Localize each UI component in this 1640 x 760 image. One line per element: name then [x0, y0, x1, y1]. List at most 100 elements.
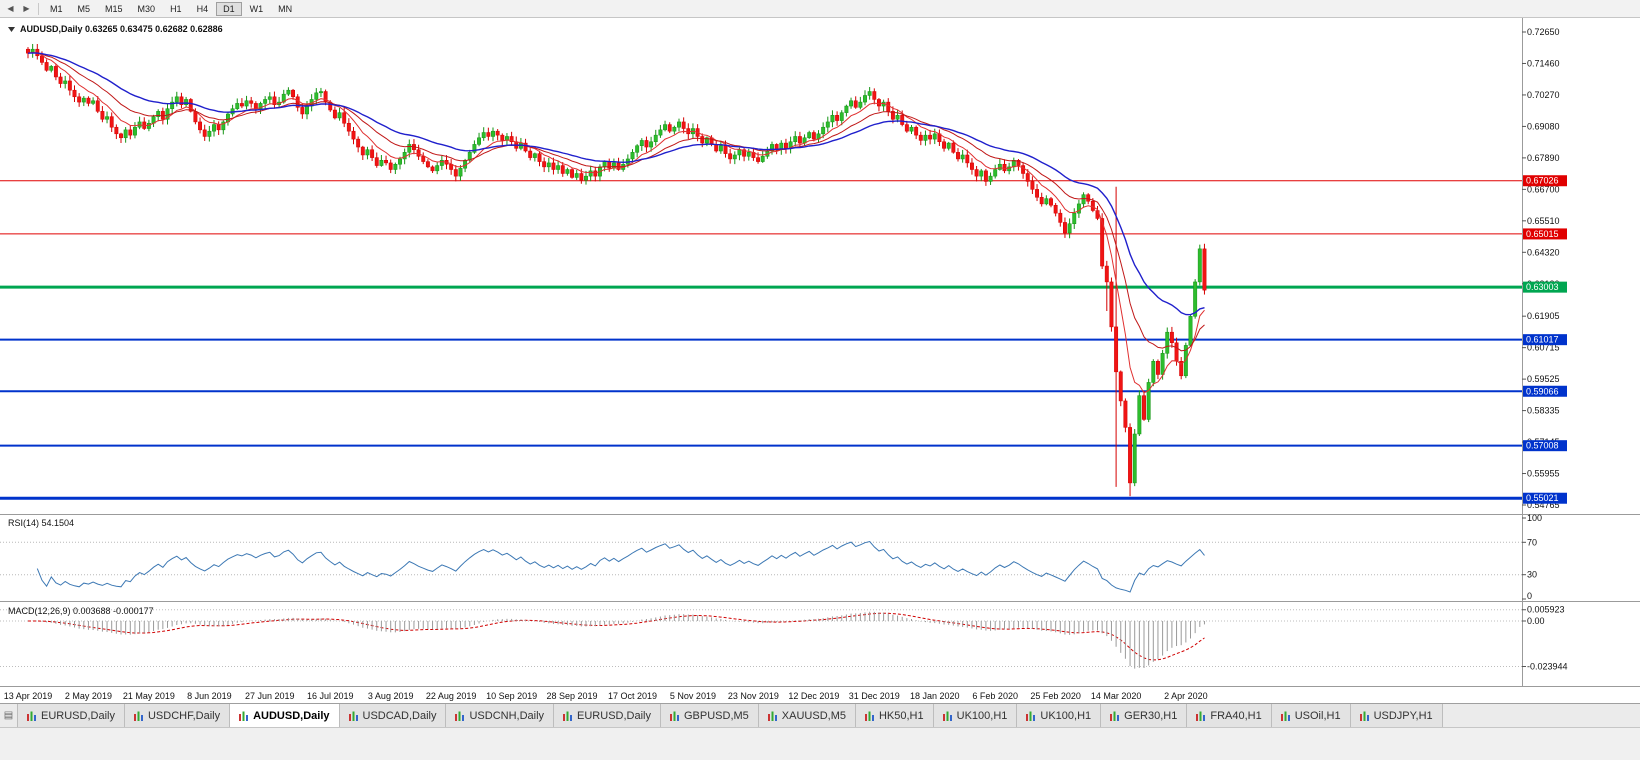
svg-text:0.61905: 0.61905 [1527, 311, 1560, 321]
scroll-left-icon[interactable]: ◀ [7, 4, 14, 13]
status-bar [0, 727, 1640, 760]
tab-label: EURUSD,Daily [577, 709, 651, 722]
timeframe-mn[interactable]: MN [271, 2, 299, 16]
panel-frame [0, 18, 1640, 687]
svg-text:2 May 2019: 2 May 2019 [65, 691, 112, 701]
chart-tab-uk100-h1[interactable]: UK100,H1 [933, 704, 1018, 727]
timeframe-d1[interactable]: D1 [216, 1, 242, 16]
chart-tab-fra40-h1[interactable]: FRA40,H1 [1187, 704, 1272, 727]
window-list-icon[interactable]: ▤ [0, 704, 18, 727]
svg-text:30: 30 [1527, 570, 1537, 580]
tab-label: USDCHF,Daily [147, 709, 221, 722]
svg-text:21 May 2019: 21 May 2019 [123, 691, 175, 701]
tab-label: USOil,H1 [1294, 709, 1341, 722]
top-toolbar: ◀ ▶ M1 M5 M15 M30 H1 H4 D1 W1 MN [0, 0, 1640, 18]
svg-text:17 Oct 2019: 17 Oct 2019 [608, 691, 657, 701]
tab-label: UK100,H1 [956, 709, 1008, 722]
svg-text:0.67026: 0.67026 [1526, 176, 1559, 186]
timeframe-m5[interactable]: M5 [71, 2, 98, 16]
svg-text:0.00: 0.00 [1527, 616, 1545, 626]
svg-text:10 Sep 2019: 10 Sep 2019 [486, 691, 537, 701]
chart-tab-hk50-h1[interactable]: HK50,H1 [855, 704, 934, 727]
chart-tab-uk100-h1[interactable]: UK100,H1 [1017, 704, 1102, 727]
tab-label: GBPUSD,M5 [684, 709, 749, 722]
chart-tab-eurusd-daily[interactable]: EURUSD,Daily [554, 704, 661, 727]
svg-text:14 Mar 2020: 14 Mar 2020 [1091, 691, 1142, 701]
chart-region: 0.72650 0.71460 0.70270 0.69080 0.67890 0.667… [0, 18, 1640, 703]
chart-tab-usdcad-daily[interactable]: USDCAD,Daily [339, 704, 447, 727]
svg-text:0.67890: 0.67890 [1527, 153, 1560, 163]
scroll-right-icon[interactable]: ▶ [23, 4, 30, 13]
tab-label: GER30,H1 [1124, 709, 1178, 722]
price-tag [1523, 175, 1567, 187]
svg-text:100: 100 [1527, 513, 1542, 523]
svg-text:0.57008: 0.57008 [1526, 441, 1559, 451]
moving-averages [27, 51, 1205, 394]
svg-text:0.54765: 0.54765 [1527, 500, 1560, 510]
svg-text:-0.023944: -0.023944 [1527, 661, 1568, 671]
price-axis[interactable]: 0.72650 0.71460 0.70270 0.69080 0.67890 0.667… [1522, 27, 1560, 510]
svg-text:27 Jun 2019: 27 Jun 2019 [245, 691, 295, 701]
mini-chart-icon [1280, 711, 1291, 721]
mini-chart-icon [1196, 711, 1206, 721]
collapse-icon[interactable] [8, 27, 15, 32]
svg-text:0.55021: 0.55021 [1526, 493, 1559, 503]
svg-text:16 Jul 2019: 16 Jul 2019 [307, 691, 354, 701]
svg-text:28 Sep 2019: 28 Sep 2019 [547, 691, 598, 701]
timeframe-m1[interactable]: M1 [43, 2, 70, 16]
tab-label: FRA40,H1 [1210, 709, 1262, 722]
support-resistance-lines[interactable]: 0.67026 0.65015 0.63003 0.61017 0.59066 0.570… [0, 175, 1567, 504]
svg-text:18 Jan 2020: 18 Jan 2020 [910, 691, 960, 701]
mini-chart-icon [1359, 711, 1370, 721]
svg-text:2 Apr 2020: 2 Apr 2020 [1164, 691, 1208, 701]
svg-text:0.70270: 0.70270 [1527, 90, 1560, 100]
candles-layer[interactable] [26, 43, 1207, 497]
chart-tab-audusd-daily[interactable]: AUDUSD,Daily [230, 704, 340, 727]
timeframe-m15[interactable]: M15 [98, 2, 130, 16]
svg-text:0.65015: 0.65015 [1526, 229, 1559, 239]
mini-chart-icon [133, 711, 144, 721]
time-axis[interactable]: 13 Apr 2019 2 May 2019 21 May 2019 8 Jun 20… [4, 691, 1208, 701]
svg-text:0.64320: 0.64320 [1527, 247, 1560, 257]
mini-chart-icon [348, 711, 359, 721]
chart-tab-ger30-h1[interactable]: GER30,H1 [1101, 704, 1188, 727]
tab-label: UK100,H1 [1040, 709, 1092, 722]
timeframe-w1[interactable]: W1 [243, 2, 271, 16]
chart-tab-xauusd-m5[interactable]: XAUUSD,M5 [758, 704, 856, 727]
svg-text:22 Aug 2019: 22 Aug 2019 [426, 691, 477, 701]
svg-text:0.72650: 0.72650 [1527, 27, 1560, 37]
chart-tab-usdcnh-daily[interactable]: USDCNH,Daily [446, 704, 555, 727]
chart-tab-eurusd-daily[interactable]: EURUSD,Daily [18, 704, 125, 727]
tab-label: USDCNH,Daily [469, 709, 545, 722]
svg-text:0.59066: 0.59066 [1526, 386, 1559, 396]
svg-text:6 Feb 2020: 6 Feb 2020 [972, 691, 1018, 701]
svg-text:0.65510: 0.65510 [1527, 216, 1560, 226]
timeframe-h1[interactable]: H1 [163, 2, 189, 16]
svg-text:0.58335: 0.58335 [1527, 406, 1560, 416]
chart-tab-usdchf-daily[interactable]: USDCHF,Daily [124, 704, 231, 727]
chart-tabs: EURUSD,Daily USDCHF,Daily AUDUSD,Daily USDC… [18, 704, 1443, 727]
price-tag [1523, 281, 1567, 293]
tab-label: USDCAD,Daily [362, 709, 437, 722]
mini-chart-icon [942, 711, 953, 721]
chart-tab-gbpusd-m5[interactable]: GBPUSD,M5 [661, 704, 759, 727]
candlestick-chart[interactable]: 0.72650 0.71460 0.70270 0.69080 0.67890 0.667… [0, 18, 1640, 703]
svg-text:0: 0 [1527, 591, 1532, 601]
symbol-quote: AUDUSD,Daily 0.63265 0.63475 0.62682 0.6… [20, 24, 223, 34]
macd-label: MACD(12,26,9) 0.003688 -0.000177 [8, 606, 154, 616]
tab-label: AUDUSD,Daily [253, 709, 330, 722]
svg-text:5 Nov 2019: 5 Nov 2019 [670, 691, 716, 701]
mini-chart-icon [239, 711, 249, 721]
timeframe-h4[interactable]: H4 [190, 2, 216, 16]
svg-text:0.71460: 0.71460 [1527, 58, 1560, 68]
mini-chart-icon [1026, 711, 1036, 721]
timeframe-m30[interactable]: M30 [131, 2, 163, 16]
chart-tab-usoil-h1[interactable]: USOil,H1 [1271, 704, 1351, 727]
price-tag [1523, 334, 1567, 346]
chart-tab-usdjpy-h1[interactable]: USDJPY,H1 [1350, 704, 1443, 727]
mini-chart-icon [670, 711, 680, 721]
price-tag [1523, 440, 1567, 452]
svg-text:8 Jun 2019: 8 Jun 2019 [187, 691, 232, 701]
